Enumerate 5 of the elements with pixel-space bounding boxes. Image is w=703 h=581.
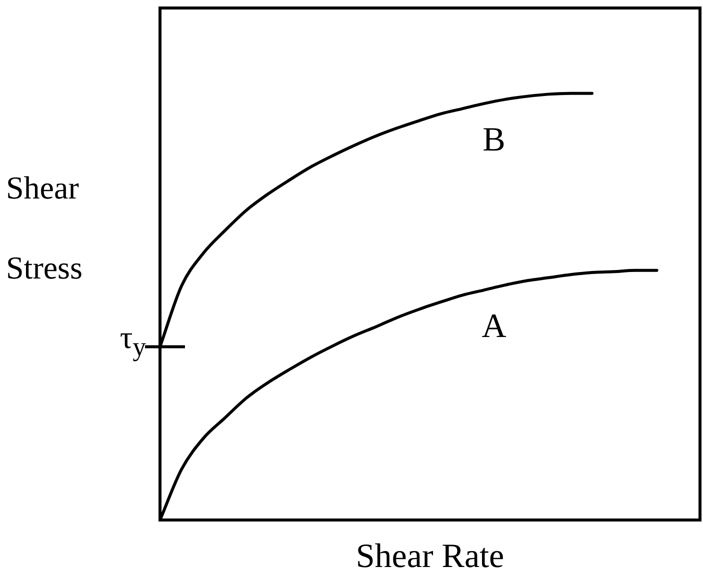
x-axis-title: Shear Rate [356, 538, 504, 575]
text: τ$_{y}$ [120, 318, 146, 362]
text: Shear Stress [6, 169, 82, 286]
series-label: A [482, 308, 507, 345]
series-label: B [482, 121, 506, 158]
